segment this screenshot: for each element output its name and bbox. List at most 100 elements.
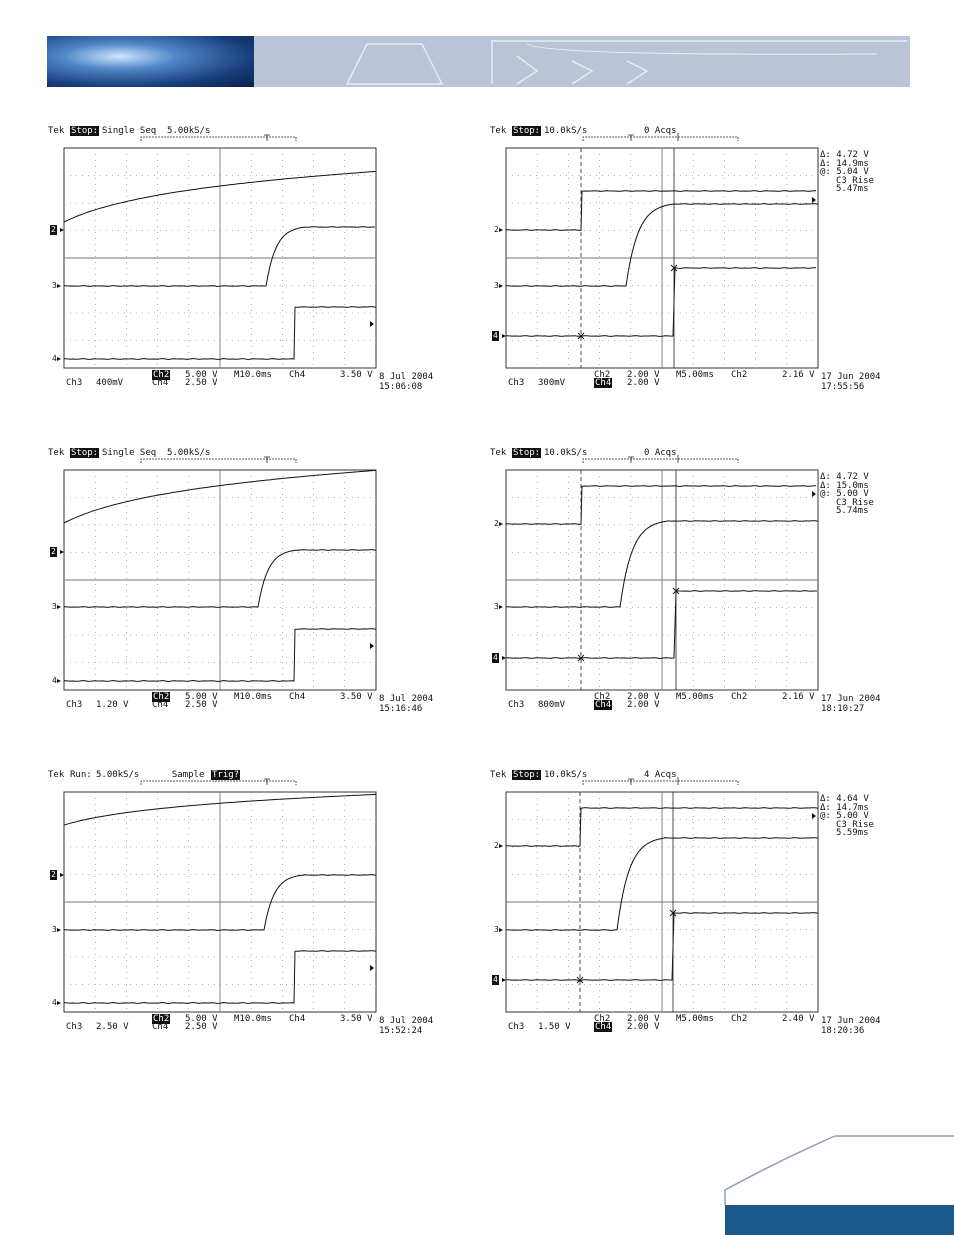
channel4-label: Ch4 bbox=[594, 1022, 613, 1032]
channel-marker-arrow-icon bbox=[499, 522, 503, 526]
capture-time: 18:20:36 bbox=[821, 1026, 865, 1036]
channel4-label: Ch4 bbox=[152, 700, 169, 710]
scope-panel-top-left: Tek Stop: Single Seq 5.00kS/s 2 3 4 Ch3 400mV Ch… bbox=[46, 124, 486, 394]
capture-date: 8 Jul 2004 bbox=[379, 372, 434, 382]
channel-marker-2: 2 bbox=[50, 225, 57, 235]
timebase: M10.0ms bbox=[234, 1014, 272, 1024]
scope-brand: Tek bbox=[490, 448, 507, 458]
channel4-scale: 2.50 V bbox=[185, 1022, 218, 1032]
channel4-label: Ch4 bbox=[594, 700, 613, 710]
channel2-scale: 5.00 V bbox=[185, 370, 218, 380]
timebase: M10.0ms bbox=[234, 692, 272, 702]
channel3-label: Ch3 bbox=[508, 700, 525, 710]
scope-panel-bottom-left: Tek Run: 5.00kS/s Sample Trig? 2 3 4 Ch3 2.50 V C… bbox=[46, 768, 486, 1038]
banner-photo bbox=[47, 36, 254, 87]
channel-marker-3: 3 bbox=[494, 602, 499, 611]
trigger-level-icon bbox=[812, 813, 816, 819]
scope-display bbox=[499, 455, 819, 691]
scope-brand: Tek bbox=[48, 448, 65, 458]
trigger-source: Ch2 bbox=[731, 1014, 748, 1024]
trace-ch3 bbox=[505, 203, 819, 287]
scope-state: Stop: bbox=[512, 126, 542, 136]
channel-marker-3: 3 bbox=[52, 281, 57, 290]
channel-marker-2: 2 bbox=[50, 870, 57, 880]
channel4-scale: 2.50 V bbox=[185, 378, 218, 388]
channel-marker-arrow-icon bbox=[57, 679, 61, 683]
trace-ch3 bbox=[505, 837, 819, 931]
capture-time: 17:55:56 bbox=[821, 382, 865, 392]
trigger-level: 3.50 V bbox=[340, 692, 373, 702]
channel2-label: Ch2 bbox=[594, 370, 611, 380]
channel-marker-2: 2 bbox=[494, 841, 499, 850]
channel2-label: Ch2 bbox=[594, 692, 611, 702]
channel3-scale: 1.50 V bbox=[538, 1022, 571, 1032]
record-bracket bbox=[582, 458, 739, 463]
trigger-position-icon bbox=[264, 778, 270, 785]
trace-ch2 bbox=[505, 807, 819, 847]
trigger-level-icon bbox=[370, 965, 374, 971]
trigger-source: Ch4 bbox=[289, 1014, 306, 1024]
capture-time: 15:52:24 bbox=[379, 1026, 423, 1036]
trigger-level: 3.50 V bbox=[340, 370, 373, 380]
channel-marker-arrow-icon bbox=[57, 1001, 61, 1005]
channel-marker-arrow-icon bbox=[499, 928, 503, 932]
channel2-scale: 5.00 V bbox=[185, 1014, 218, 1024]
channel-marker-arrow-icon bbox=[502, 978, 506, 982]
trigger-position-icon bbox=[264, 456, 270, 463]
cursor-readout-2: @: 5.00 V bbox=[820, 811, 869, 821]
trace-ch2 bbox=[63, 170, 377, 223]
channel2-scale: 2.00 V bbox=[627, 1014, 660, 1024]
trigger-level: 2.16 V bbox=[782, 370, 815, 380]
channel3-scale: 300mV bbox=[538, 378, 566, 388]
capture-date: 17 Jun 2004 bbox=[821, 1016, 881, 1026]
channel-marker-2: 2 bbox=[494, 225, 499, 234]
scope-state: Stop: bbox=[512, 770, 542, 780]
channel4-scale: 2.00 V bbox=[627, 1022, 660, 1032]
cursor-readout-3: C3 Rise bbox=[836, 819, 874, 830]
scope-state: Stop: bbox=[70, 448, 100, 458]
scope-display bbox=[57, 778, 377, 1013]
scope-display bbox=[499, 133, 819, 369]
cursor-readout-4: 5.47ms bbox=[836, 184, 869, 194]
trace-ch2 bbox=[63, 469, 377, 524]
scope-rate: 5.00kS/s Sample bbox=[96, 770, 205, 780]
channel-marker-3: 3 bbox=[52, 602, 57, 611]
cursor-readout-1: Δ: 14.9ms bbox=[820, 158, 869, 169]
trigger-level: 2.16 V bbox=[782, 692, 815, 702]
scope-state: Stop: bbox=[70, 126, 100, 136]
channel2-label: Ch2 bbox=[152, 370, 171, 380]
channel-marker-arrow-icon bbox=[499, 605, 503, 609]
capture-time: 15:16:46 bbox=[379, 704, 423, 714]
cursor-readout-2: @: 5.04 V bbox=[820, 167, 869, 177]
cursor-readout-1: Δ: 15.0ms bbox=[820, 480, 869, 491]
capture-date: 8 Jul 2004 bbox=[379, 694, 434, 704]
cursor-b-cross-icon bbox=[670, 264, 678, 272]
channel-marker-arrow-icon bbox=[499, 844, 503, 848]
record-bracket bbox=[582, 136, 739, 141]
scope-rate: 10.0kS/s bbox=[544, 770, 588, 780]
channel2-label: Ch2 bbox=[594, 1014, 611, 1024]
scope-brand: Tek bbox=[48, 770, 65, 780]
cursor-readout-1: Δ: 14.7ms bbox=[820, 802, 869, 813]
trace-ch2 bbox=[505, 190, 817, 231]
trigger-position-icon bbox=[628, 456, 634, 463]
scope-state: Stop: bbox=[512, 448, 542, 458]
scope-display bbox=[499, 777, 819, 1013]
cursor-a-cross-icon bbox=[577, 654, 585, 662]
scope-acq-flag: 0 Acqs bbox=[644, 126, 677, 136]
channel-marker-arrow-icon bbox=[57, 928, 61, 932]
channel3-label: Ch3 bbox=[66, 378, 83, 388]
trigger-source: Ch4 bbox=[289, 370, 306, 380]
cursor-a-cross-icon bbox=[577, 332, 585, 340]
channel2-label: Ch2 bbox=[152, 692, 171, 702]
trace-ch4 bbox=[505, 267, 817, 337]
channel-marker-3: 3 bbox=[52, 925, 57, 934]
scope-acq-flag: Trig? bbox=[211, 770, 241, 780]
channel2-scale: 2.00 V bbox=[627, 370, 660, 380]
scope-acq-flag: 4 Acqs bbox=[644, 770, 677, 780]
scope-display bbox=[57, 134, 377, 369]
trigger-level-icon bbox=[812, 197, 816, 203]
channel-marker-arrow-icon bbox=[57, 605, 61, 609]
channel-marker-arrow-icon bbox=[502, 334, 506, 338]
channel3-label: Ch3 bbox=[66, 1022, 83, 1032]
